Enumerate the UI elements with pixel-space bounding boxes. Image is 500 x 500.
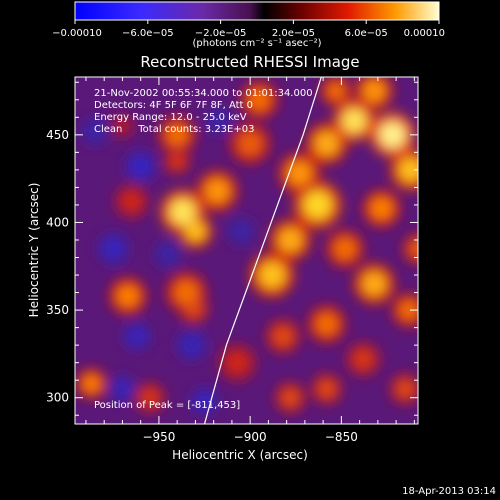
heatmap-blob-core bbox=[408, 239, 418, 258]
heatmap-blob-core bbox=[287, 161, 312, 186]
generation-timestamp: 18-Apr-2013 03:14 bbox=[402, 486, 496, 497]
colorbar-unit-label: (photons cm⁻² s⁻¹ asec⁻²) bbox=[192, 38, 321, 49]
heatmap-blob-core bbox=[87, 123, 104, 140]
heatmap-blob-core bbox=[398, 157, 418, 182]
heatmap-blob-core bbox=[272, 326, 294, 347]
heatmap-blob-core bbox=[232, 223, 250, 240]
annotation-energy-range: Energy Range: 12.0 - 25.0 keV bbox=[94, 112, 247, 123]
colorbar-tick-labels: −0.00010 −6.0e−05 −2.0e−05 2.0e−05 6.0e−05 0.… bbox=[52, 28, 445, 39]
heatmap-blob-core bbox=[238, 131, 263, 156]
heatmap-blob-core bbox=[115, 119, 130, 134]
heatmap-blob-core bbox=[129, 328, 146, 345]
colorbar-tick-label: −0.00010 bbox=[52, 28, 102, 39]
x-axis-label: Heliocentric X (arcsec) bbox=[172, 448, 308, 462]
heatmap-blob-core bbox=[104, 239, 123, 258]
y-tick-label: 350 bbox=[46, 303, 69, 317]
heatmap-blob-core bbox=[342, 108, 367, 133]
heatmap-blob-core bbox=[317, 379, 336, 398]
annotation-detectors: Detectors: 4F 5F 6F 7F 8F, Att 0 bbox=[94, 100, 253, 111]
heatmap-blob-core bbox=[169, 153, 186, 170]
x-tick-label: −850 bbox=[325, 430, 358, 444]
colorbar: −0.00010 −6.0e−05 −2.0e−05 2.0e−05 6.0e−05 0.… bbox=[52, 1, 445, 49]
axis-ticks bbox=[75, 77, 418, 424]
heatmap-blob-core bbox=[185, 221, 206, 242]
solar-limb-curve bbox=[203, 77, 322, 424]
heatmap-blob-core bbox=[362, 271, 387, 296]
heatmap-blob-core bbox=[131, 157, 150, 176]
heatmap-blob-core bbox=[258, 261, 286, 289]
heatmap-blob-core bbox=[160, 245, 177, 263]
x-tick-labels: −950 −900 −850 bbox=[142, 430, 357, 444]
colorbar-ticks bbox=[74, 20, 440, 24]
heatmap-blob-core bbox=[174, 280, 199, 305]
heatmap-blob-core bbox=[169, 198, 196, 225]
heatmap-blob-core bbox=[363, 79, 386, 103]
colorbar-tick-label: −2.0e−05 bbox=[195, 28, 247, 39]
plot-frame bbox=[74, 76, 419, 425]
y-tick-label: 300 bbox=[46, 391, 69, 405]
y-axis-label: Heliocentric Y (arcsec) bbox=[27, 183, 41, 318]
heatmap-blob-core bbox=[278, 227, 303, 253]
heatmap-blob-core bbox=[82, 374, 101, 393]
heatmap-blob-core bbox=[353, 349, 374, 370]
heatmap-blob-core bbox=[315, 313, 338, 336]
heatmap-blob-core bbox=[314, 131, 339, 156]
heatmap-blob-core bbox=[114, 380, 131, 397]
heatmap-blob-core bbox=[196, 393, 213, 410]
heatmap-layer bbox=[75, 77, 418, 416]
heatmap-blob-core bbox=[398, 300, 418, 321]
colorbar-tick-label: 2.0e−05 bbox=[272, 28, 315, 39]
plot-area: −950 −900 −850 300 350 400 450 bbox=[46, 76, 419, 444]
heatmap-blob-core bbox=[396, 379, 415, 398]
heatmap-blob-core bbox=[184, 299, 203, 318]
y-tick-label: 400 bbox=[46, 215, 69, 229]
heatmap-blob-core bbox=[326, 81, 345, 101]
x-tick-label: −900 bbox=[234, 430, 267, 444]
y-tick-label: 450 bbox=[46, 128, 69, 142]
heatmap-blob-core bbox=[226, 351, 249, 374]
colorbar-gradient bbox=[74, 1, 440, 21]
colorbar-tick-label: 0.00010 bbox=[404, 28, 445, 39]
heatmap-blob-core bbox=[140, 388, 159, 407]
heatmap-blob-core bbox=[211, 112, 228, 129]
heatmap-blob-core bbox=[333, 237, 357, 260]
x-tick-label: −950 bbox=[142, 430, 175, 444]
heatmap-blob-core bbox=[379, 121, 406, 148]
y-tick-labels: 300 350 400 450 bbox=[46, 128, 69, 405]
colorbar-tick-label: −6.0e−05 bbox=[122, 28, 174, 39]
heatmap-blob-core bbox=[182, 336, 201, 355]
annotation-clean-counts: Clean Total counts: 3.23E+03 bbox=[94, 124, 254, 135]
heatmap-blob-core bbox=[370, 197, 393, 220]
heatmap-blob-core bbox=[116, 285, 139, 308]
annotation-time-range: 21-Nov-2002 00:55:34.000 to 01:01:34.000 bbox=[94, 88, 313, 99]
heatmap-blob-core bbox=[166, 123, 189, 146]
annotations: 21-Nov-2002 00:55:34.000 to 01:01:34.000… bbox=[94, 88, 313, 411]
heatmap-blob-core bbox=[281, 388, 300, 407]
heatmap-blob-core bbox=[205, 178, 230, 203]
heatmap-blob-core bbox=[303, 190, 332, 219]
heatmap-blob-core bbox=[121, 191, 142, 212]
chart-title: Reconstructed RHESSI Image bbox=[140, 53, 359, 71]
heatmap-blob-core bbox=[248, 88, 271, 111]
colorbar-tick-label: 6.0e−05 bbox=[345, 28, 388, 39]
annotation-peak-position: Position of Peak = [-811,453] bbox=[94, 400, 240, 411]
